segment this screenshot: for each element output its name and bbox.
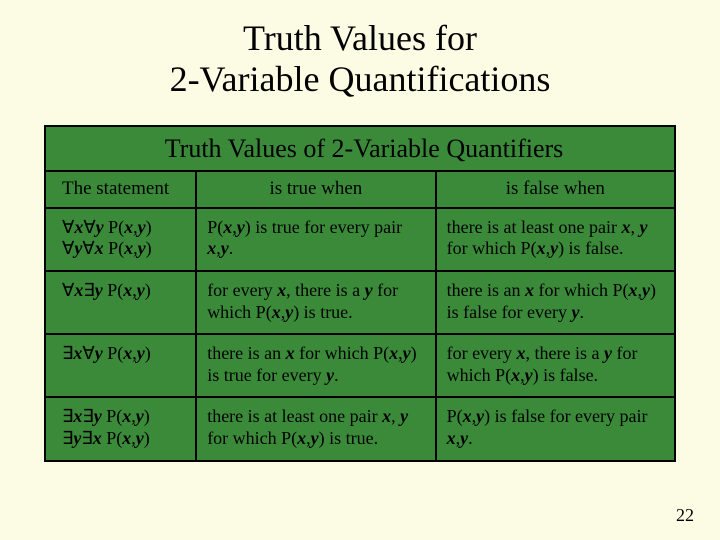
false-when-cell: for every x, there is a y for which P(x,… <box>436 334 675 397</box>
slide-title: Truth Values for 2-Variable Quantificati… <box>30 18 690 101</box>
statement-line: ∃y∃x P(x,y) <box>62 428 185 450</box>
statement-cell: ∀x∀y P(x,y) ∀y∀x P(x,y) <box>45 208 196 271</box>
table-row: ∃x∀y P(x,y) there is an x for which P(x,… <box>45 334 675 397</box>
table-row: ∀x∃y P(x,y) for every x, there is a y fo… <box>45 271 675 334</box>
table-header-row: The statement is true when is false when <box>45 171 675 208</box>
statement-cell: ∃x∀y P(x,y) <box>45 334 196 397</box>
table-caption: Truth Values of 2-Variable Quantifiers <box>45 126 675 171</box>
statement-line: ∃x∀y P(x,y) <box>62 343 185 365</box>
true-when-cell: for every x, there is a y for which P(x,… <box>196 271 435 334</box>
statement-cell: ∃x∃y P(x,y) ∃y∃x P(x,y) <box>45 397 196 460</box>
col-header-true: is true when <box>196 171 435 208</box>
true-when-cell: there is an x for which P(x,y) is true f… <box>196 334 435 397</box>
false-when-cell: there is an x for which P(x,y) is false … <box>436 271 675 334</box>
true-when-cell: P(x,y) is true for every pair x,y. <box>196 208 435 271</box>
statement-line: ∃x∃y P(x,y) <box>62 406 185 428</box>
false-when-cell: there is at least one pair x, y for whic… <box>436 208 675 271</box>
statement-line: ∀x∃y P(x,y) <box>62 280 185 302</box>
table-row: ∀x∀y P(x,y) ∀y∀x P(x,y) P(x,y) is true f… <box>45 208 675 271</box>
title-line-1: Truth Values for <box>243 18 477 58</box>
false-when-cell: P(x,y) is false for every pair x,y. <box>436 397 675 460</box>
page-number: 22 <box>676 505 694 526</box>
statement-line: ∀x∀y P(x,y) <box>62 217 185 239</box>
title-line-2: 2-Variable Quantifications <box>170 59 551 99</box>
true-when-cell: there is at least one pair x, y for whic… <box>196 397 435 460</box>
truth-table: Truth Values of 2-Variable Quantifiers T… <box>44 125 676 462</box>
table-container: Truth Values of 2-Variable Quantifiers T… <box>44 125 676 462</box>
statement-cell: ∀x∃y P(x,y) <box>45 271 196 334</box>
statement-line: ∀y∀x P(x,y) <box>62 238 185 260</box>
table-row: ∃x∃y P(x,y) ∃y∃x P(x,y) there is at leas… <box>45 397 675 460</box>
table-caption-row: Truth Values of 2-Variable Quantifiers <box>45 126 675 171</box>
col-header-false: is false when <box>436 171 675 208</box>
col-header-statement: The statement <box>45 171 196 208</box>
